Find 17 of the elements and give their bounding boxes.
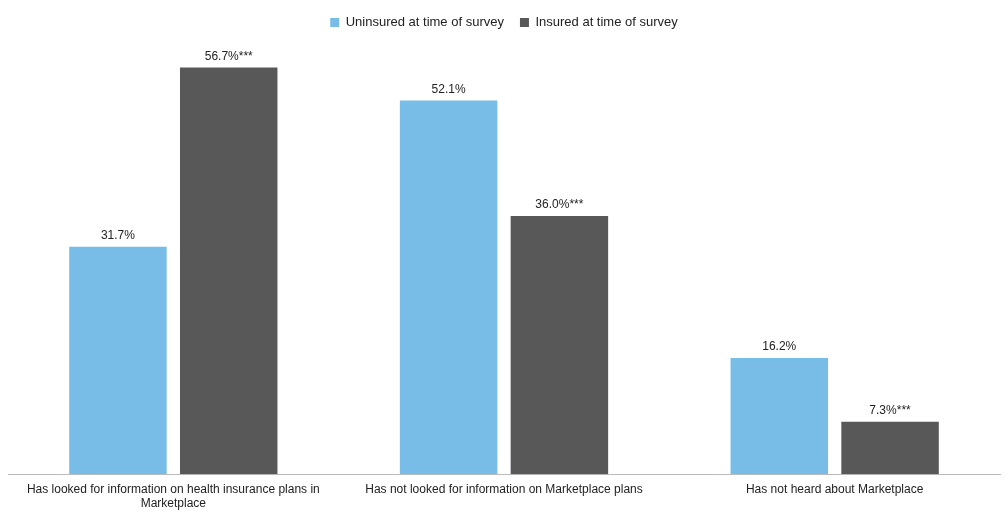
x-tick-label: Has looked for information on health insurance plans in Marketplace	[26, 481, 320, 511]
legend-label: Insured at time of survey	[535, 14, 679, 30]
data-label: 56.7%***	[204, 48, 254, 63]
legend-label: Uninsured at time of survey	[345, 14, 505, 30]
data-label: 31.7%	[100, 228, 136, 243]
bar	[510, 215, 609, 475]
data-label: 36.0%***	[535, 197, 584, 212]
bar	[841, 421, 939, 475]
data-label: 7.3%***	[869, 403, 912, 418]
x-tick-label: Has not looked for information on Marketplace plans	[365, 481, 643, 496]
bar	[399, 100, 498, 475]
x-tick-label: Has not heard about Marketplace	[745, 481, 924, 496]
data-label: 16.2%	[762, 339, 797, 354]
bar	[179, 67, 278, 475]
data-label: 52.1%	[431, 81, 466, 96]
bar	[69, 246, 167, 475]
bar	[730, 357, 829, 475]
